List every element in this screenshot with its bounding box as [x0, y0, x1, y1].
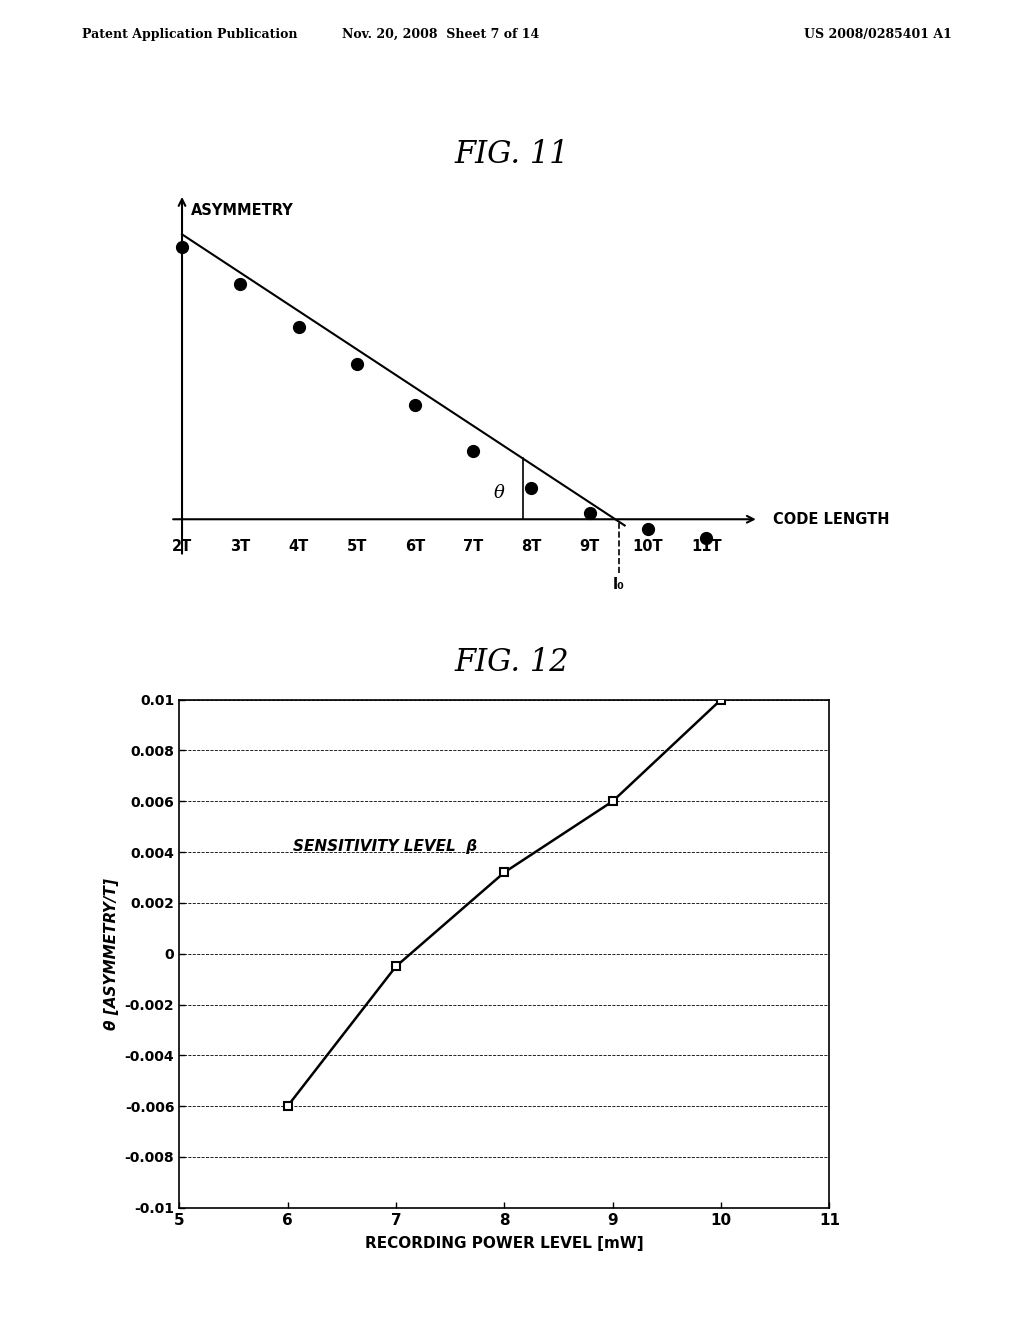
- Text: 4T: 4T: [289, 540, 308, 554]
- Text: US 2008/0285401 A1: US 2008/0285401 A1: [805, 28, 952, 41]
- Text: 5T: 5T: [346, 540, 367, 554]
- Text: Nov. 20, 2008  Sheet 7 of 14: Nov. 20, 2008 Sheet 7 of 14: [342, 28, 539, 41]
- Text: 2T: 2T: [172, 540, 193, 554]
- Text: θ: θ: [494, 484, 505, 502]
- Y-axis label: θ [ASYMMETRY/T]: θ [ASYMMETRY/T]: [104, 878, 119, 1030]
- Text: Patent Application Publication: Patent Application Publication: [82, 28, 297, 41]
- Text: 9T: 9T: [580, 540, 600, 554]
- Text: 8T: 8T: [521, 540, 542, 554]
- Text: CODE LENGTH: CODE LENGTH: [773, 512, 890, 527]
- Text: FIG. 12: FIG. 12: [455, 647, 569, 677]
- Text: l₀: l₀: [613, 577, 625, 591]
- Text: 3T: 3T: [230, 540, 251, 554]
- Text: SENSITIVITY LEVEL  β: SENSITIVITY LEVEL β: [293, 840, 477, 854]
- Text: 6T: 6T: [404, 540, 425, 554]
- X-axis label: RECORDING POWER LEVEL [mW]: RECORDING POWER LEVEL [mW]: [365, 1236, 644, 1251]
- Text: 11T: 11T: [691, 540, 722, 554]
- Text: 7T: 7T: [463, 540, 483, 554]
- Text: 10T: 10T: [633, 540, 664, 554]
- Text: ASYMMETRY: ASYMMETRY: [190, 203, 294, 218]
- Text: FIG. 11: FIG. 11: [455, 139, 569, 169]
